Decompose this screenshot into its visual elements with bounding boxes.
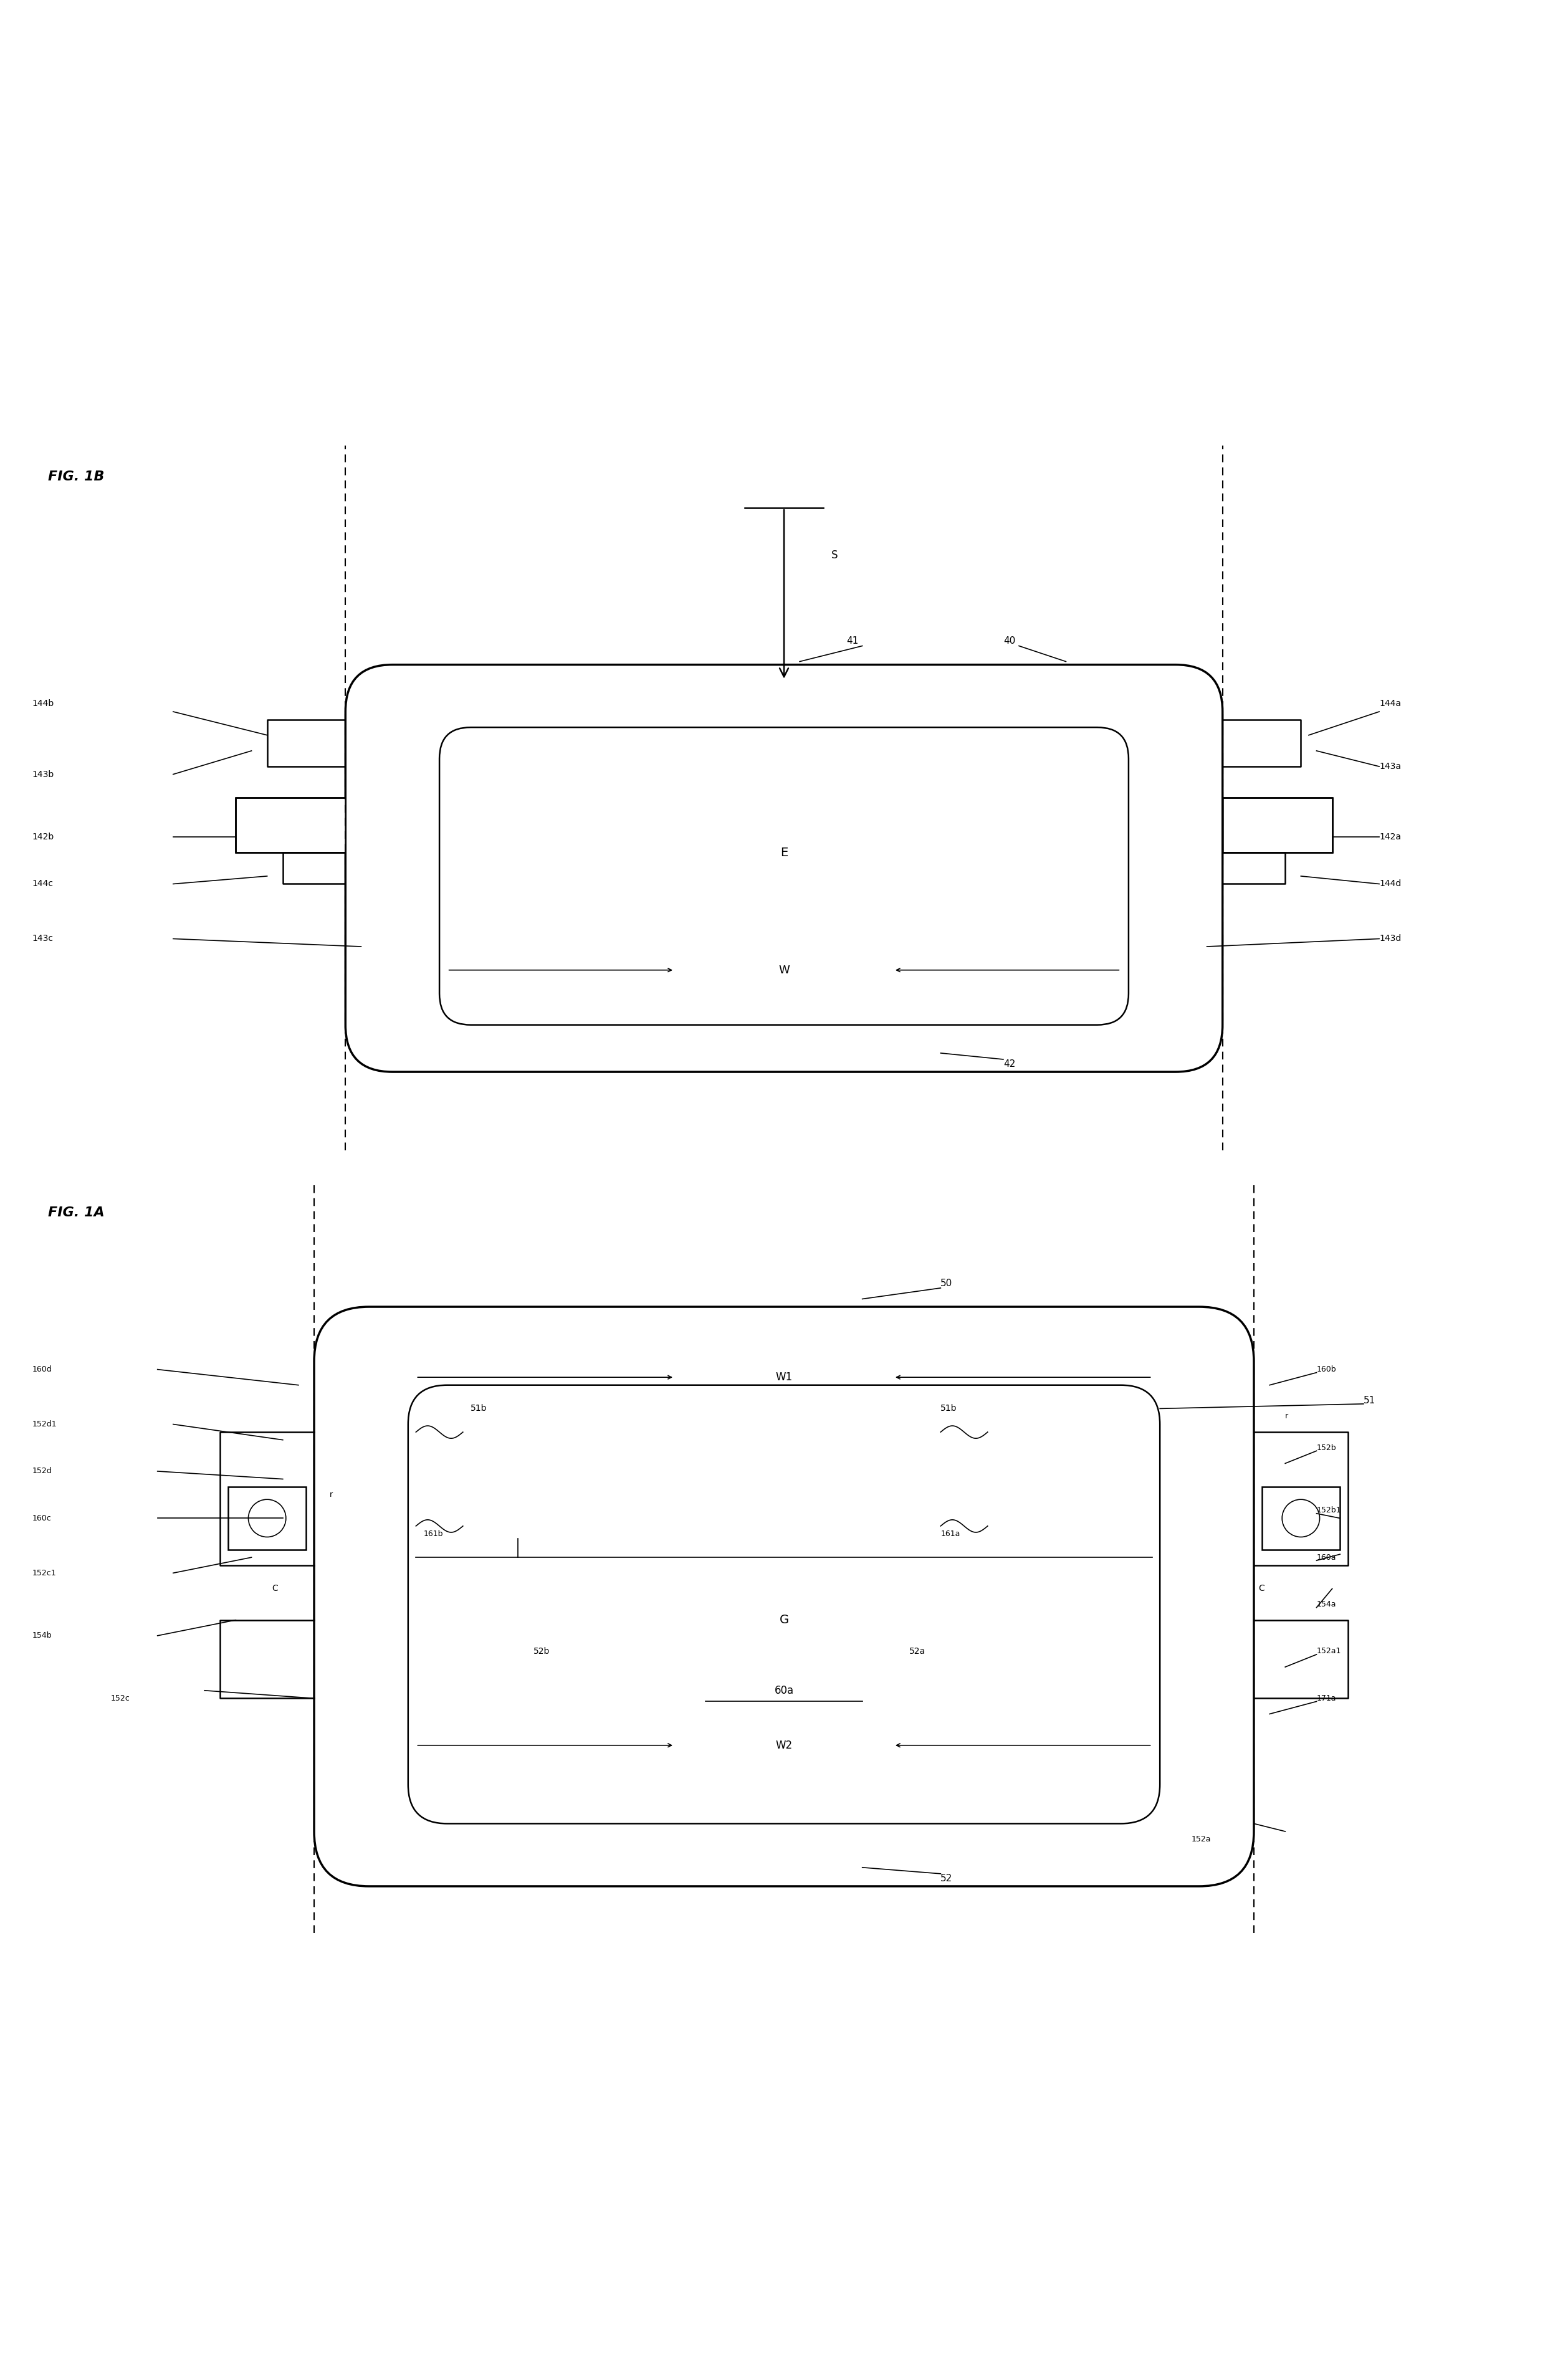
Text: r: r (329, 1491, 332, 1498)
Text: 52a: 52a (909, 1647, 925, 1656)
Bar (1223, 799, 1333, 853)
Text: 51b: 51b (941, 1404, 956, 1413)
Text: 160c: 160c (33, 1515, 52, 1522)
Text: 152c: 152c (110, 1694, 130, 1701)
Bar (227, 1486, 306, 1550)
Text: 154b: 154b (33, 1630, 52, 1640)
Text: 160a: 160a (1317, 1552, 1336, 1562)
Text: 142a: 142a (1380, 832, 1400, 841)
Text: G: G (779, 1614, 789, 1626)
Text: 160d: 160d (33, 1366, 52, 1373)
Text: 40: 40 (1004, 636, 1014, 645)
Text: 152a1: 152a1 (1317, 1647, 1341, 1656)
Text: 41: 41 (847, 636, 859, 645)
Text: C: C (271, 1583, 278, 1593)
Text: 152d1: 152d1 (33, 1420, 56, 1427)
Text: 152b1: 152b1 (1317, 1505, 1341, 1515)
Text: 143c: 143c (33, 933, 53, 943)
Text: S: S (831, 551, 837, 560)
Text: 51b: 51b (470, 1404, 488, 1413)
Text: 144c: 144c (33, 879, 53, 888)
Text: 52: 52 (941, 1874, 953, 1883)
Text: 152b: 152b (1317, 1444, 1336, 1451)
Text: FIG. 1B: FIG. 1B (49, 470, 103, 482)
Text: 161b: 161b (423, 1529, 444, 1538)
Text: 152a: 152a (1192, 1836, 1210, 1843)
Text: FIG. 1A: FIG. 1A (49, 1207, 105, 1219)
Text: r: r (1286, 1413, 1289, 1420)
Text: 144d: 144d (1380, 879, 1402, 888)
Text: 52b: 52b (533, 1647, 550, 1656)
Bar (1262, 1486, 1341, 1550)
Text: 171a: 171a (1317, 1694, 1336, 1701)
Text: 154a: 154a (1317, 1600, 1336, 1609)
Text: 142b: 142b (33, 832, 55, 841)
Text: 143a: 143a (1380, 763, 1400, 770)
Text: 144b: 144b (33, 699, 55, 709)
Text: W2: W2 (776, 1739, 792, 1751)
Text: C: C (1259, 1583, 1265, 1593)
Text: 143b: 143b (33, 770, 55, 780)
Text: E: E (781, 846, 787, 858)
Text: 144a: 144a (1380, 699, 1400, 709)
Text: 51: 51 (1364, 1397, 1375, 1406)
Text: 152d: 152d (33, 1467, 52, 1475)
Text: 60a: 60a (775, 1685, 793, 1697)
Text: 50: 50 (941, 1278, 953, 1288)
Text: W: W (778, 964, 790, 976)
Text: 161a: 161a (941, 1529, 960, 1538)
Text: 143d: 143d (1380, 933, 1402, 943)
Text: W1: W1 (776, 1371, 792, 1382)
Text: 42: 42 (1004, 1059, 1014, 1068)
Bar (235, 799, 345, 853)
Text: 160b: 160b (1317, 1366, 1336, 1373)
Text: 152c1: 152c1 (33, 1569, 56, 1576)
